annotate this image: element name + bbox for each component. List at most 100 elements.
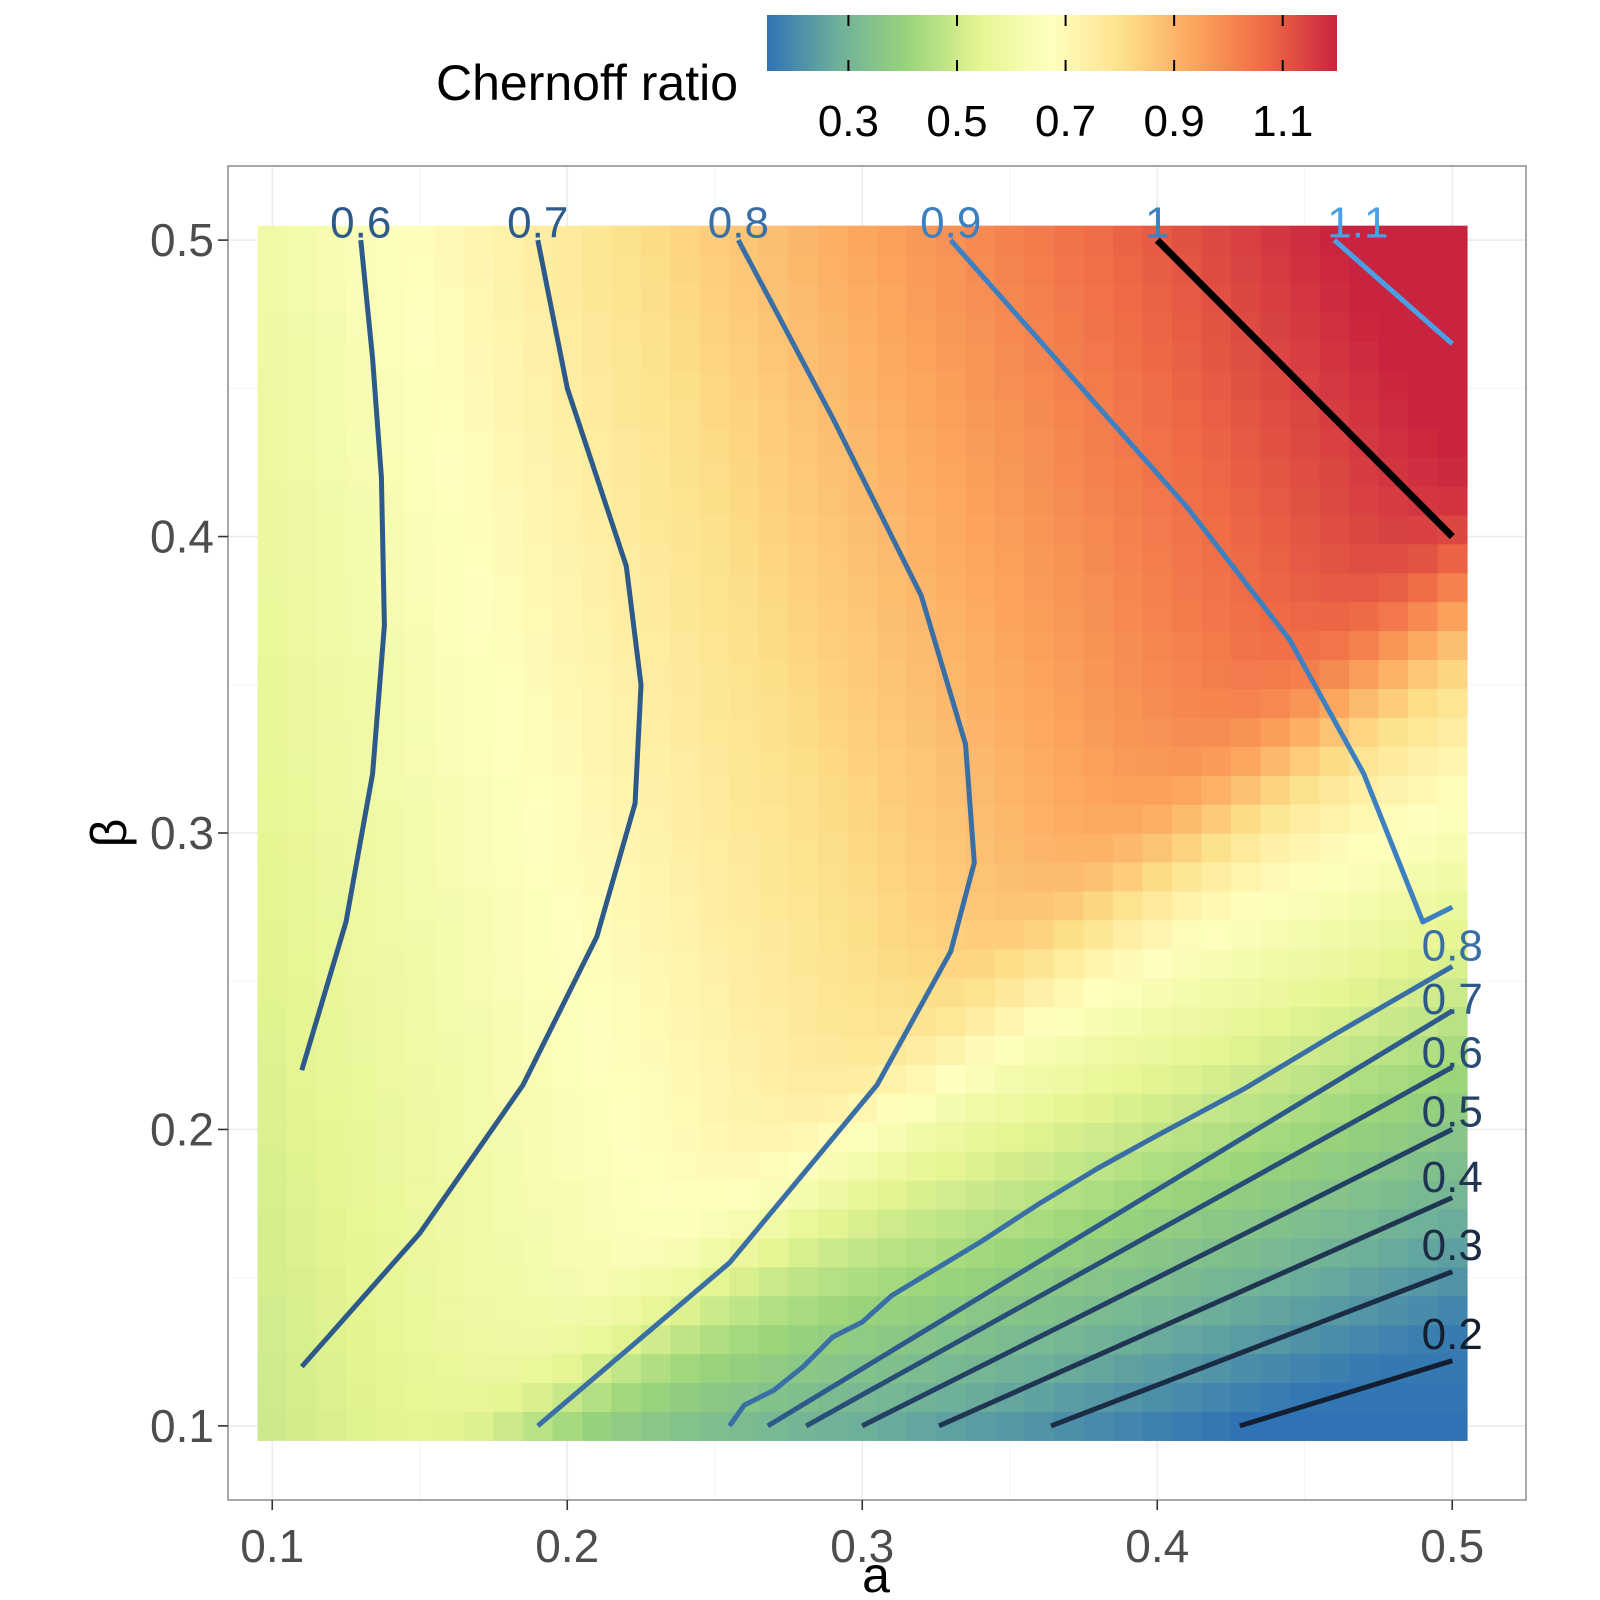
heatmap-cell <box>375 977 406 1008</box>
heatmap-cell <box>936 1093 967 1123</box>
heatmap-cell <box>965 717 996 747</box>
heatmap-cell <box>257 312 288 342</box>
heatmap-cell <box>257 746 288 776</box>
heatmap-cell <box>346 977 377 1008</box>
heatmap-cell <box>1083 514 1114 545</box>
heatmap-cell <box>493 919 524 950</box>
heatmap-cell <box>464 804 495 834</box>
heatmap-cell <box>906 1093 937 1123</box>
heatmap-cell <box>1083 1411 1114 1441</box>
heatmap-cell <box>405 717 436 747</box>
contour-labels: 0.6 0.7 0.8 0.9 1 1.10.80.70.60.50.40.30.2 <box>330 198 1483 1359</box>
heatmap-cell <box>464 1208 495 1239</box>
heatmap-cell <box>1172 1324 1203 1355</box>
heatmap-cell <box>965 341 996 371</box>
heatmap-cell <box>1319 775 1350 805</box>
heatmap-cell <box>316 1411 347 1441</box>
heatmap-cell <box>847 717 878 747</box>
contour-label: 0.7 <box>507 198 568 247</box>
contour-label: 0.8 <box>708 198 769 247</box>
heatmap-cell <box>1142 861 1173 892</box>
heatmap-cell <box>877 1237 908 1268</box>
heatmap-cell <box>1201 1266 1232 1297</box>
heatmap-cell <box>257 948 288 979</box>
heatmap-cell <box>405 485 436 516</box>
heatmap-cell <box>877 919 908 950</box>
heatmap-cell <box>523 775 554 805</box>
heatmap-cell <box>995 861 1026 892</box>
contour-label: 0.7 <box>1422 975 1483 1024</box>
heatmap-cell <box>788 833 819 863</box>
heatmap-cell <box>375 1093 406 1123</box>
axes: 0.1 0.2 0.3 0.4 0.5 0.1 0.2 0.3 0.4 0.5 <box>150 214 1484 1572</box>
heatmap-cell <box>611 1035 642 1065</box>
heatmap-cell <box>582 1151 613 1181</box>
heatmap-cell <box>1349 601 1380 632</box>
heatmap-cell <box>1437 457 1468 487</box>
heatmap-cell <box>1172 717 1203 747</box>
heatmap-cell <box>877 630 908 661</box>
heatmap-cell <box>906 1035 937 1065</box>
heatmap-cell <box>375 1324 406 1355</box>
heatmap-cell <box>700 659 731 689</box>
heatmap-cell <box>434 1093 465 1123</box>
heatmap-cell <box>700 428 731 458</box>
heatmap-cell <box>1260 1353 1291 1384</box>
heatmap-cell <box>1113 254 1144 285</box>
heatmap-cell <box>1260 1006 1291 1037</box>
heatmap-cell <box>611 1266 642 1297</box>
heatmap-cell <box>965 543 996 574</box>
heatmap-cell <box>523 399 554 429</box>
heatmap-cell <box>936 370 967 400</box>
heatmap-cell <box>759 746 790 776</box>
heatmap-cell <box>257 919 288 950</box>
heatmap-cell <box>257 1411 288 1441</box>
heatmap-cell <box>1054 225 1085 256</box>
heatmap-cell <box>611 1208 642 1239</box>
heatmap-cell <box>641 659 672 689</box>
heatmap-cell <box>788 543 819 574</box>
heatmap-cell <box>493 861 524 892</box>
heatmap-cell <box>1054 1151 1085 1181</box>
heatmap-cell <box>493 572 524 603</box>
heatmap-cell <box>611 485 642 516</box>
heatmap-cell <box>493 1266 524 1297</box>
heatmap-cell <box>729 341 760 371</box>
heatmap-cell <box>1290 804 1321 834</box>
heatmap-cell <box>493 601 524 632</box>
heatmap-cell <box>1349 1122 1380 1152</box>
heatmap-cell <box>936 572 967 603</box>
heatmap-cell <box>788 312 819 342</box>
heatmap-cell <box>611 1122 642 1152</box>
heatmap-cell <box>818 1295 849 1326</box>
heatmap-cell <box>936 1006 967 1037</box>
heatmap-cell <box>287 833 318 863</box>
heatmap-cell <box>552 1208 583 1239</box>
heatmap-cell <box>464 1353 495 1384</box>
heatmap-cell <box>936 254 967 285</box>
heatmap-cell <box>670 1411 701 1441</box>
heatmap-cell <box>257 1093 288 1123</box>
heatmap-cell <box>346 1151 377 1181</box>
heatmap-cell <box>1378 1064 1409 1094</box>
heatmap-cell <box>936 601 967 632</box>
heatmap-cell <box>1290 572 1321 603</box>
heatmap-cell <box>1201 601 1232 632</box>
heatmap-cell <box>582 861 613 892</box>
heatmap-cell <box>582 312 613 342</box>
heatmap-cell <box>493 341 524 371</box>
heatmap-cell <box>847 370 878 400</box>
heatmap-cell <box>582 601 613 632</box>
heatmap-cell <box>759 428 790 458</box>
heatmap-cell <box>493 948 524 979</box>
heatmap-cell <box>523 572 554 603</box>
heatmap-cell <box>434 485 465 516</box>
heatmap-cell <box>641 1151 672 1181</box>
heatmap-cell <box>1083 341 1114 371</box>
heatmap-cell <box>1172 948 1203 979</box>
heatmap-cell <box>523 514 554 545</box>
heatmap-cell <box>1024 1411 1055 1441</box>
heatmap-cell <box>405 1180 436 1210</box>
heatmap-cell <box>965 919 996 950</box>
heatmap-cell <box>552 283 583 314</box>
